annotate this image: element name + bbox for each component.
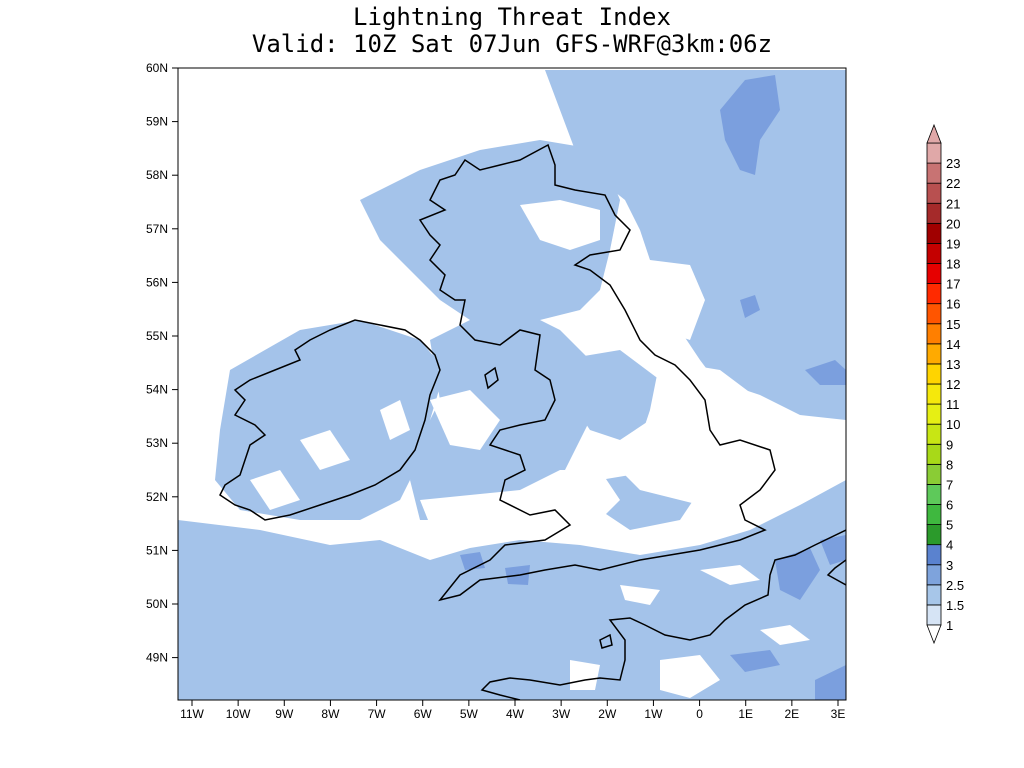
lat-label: 55N <box>146 329 168 343</box>
colorbar-label: 14 <box>946 337 960 352</box>
colorbar-segment <box>926 323 942 345</box>
threat-level-1-5-area <box>178 70 846 700</box>
colorbar-label: 21 <box>946 196 960 211</box>
colorbar-label: 13 <box>946 357 960 372</box>
lon-label: 10W <box>226 707 251 721</box>
colorbar-label: 18 <box>946 257 960 272</box>
no-threat-area <box>250 200 846 698</box>
colorbar-label: 6 <box>946 498 953 513</box>
colorbar-label: 16 <box>946 297 960 312</box>
lon-label: 0 <box>696 707 703 721</box>
colorbar-segment <box>926 544 942 566</box>
colorbar-label: 5 <box>946 518 953 533</box>
colorbar-segment <box>926 504 942 525</box>
colorbar-segment <box>926 202 942 224</box>
colorbar-segment <box>926 484 942 505</box>
colorbar-label: 1.5 <box>946 598 964 613</box>
colorbar-segment <box>926 263 942 284</box>
colorbar-label: 11 <box>946 397 960 412</box>
lat-label: 53N <box>146 436 168 450</box>
lon-label: 2E <box>785 707 800 721</box>
colorbar-label: 1 <box>946 618 953 633</box>
colorbar-label: 4 <box>946 538 953 553</box>
lon-label: 6W <box>414 707 433 721</box>
colorbar-label: 22 <box>946 176 960 191</box>
lon-label: 5W <box>460 707 479 721</box>
lat-label: 59N <box>146 115 168 129</box>
lon-label: 1E <box>738 707 753 721</box>
colorbar-segment <box>926 604 942 626</box>
colorbar-segment <box>926 423 942 445</box>
colorbar-label: 15 <box>946 317 960 332</box>
ireland-coast <box>219 319 441 521</box>
colorbar-segment <box>926 142 942 164</box>
lon-label: 1W <box>644 707 663 721</box>
threat-field <box>178 68 846 700</box>
colorbar-segment <box>926 243 942 264</box>
colorbar-segment <box>926 383 942 405</box>
colorbar-segment <box>926 463 942 485</box>
colorbar-label: 7 <box>946 477 953 492</box>
lon-label: 3E <box>831 707 846 721</box>
chart-title: Lightning Threat Index <box>353 3 671 31</box>
lat-label: 52N <box>146 490 168 504</box>
threat-level-2-5-area <box>460 75 846 700</box>
coastlines <box>219 143 846 700</box>
colorbar-segment <box>926 303 942 325</box>
map-frame <box>177 67 847 701</box>
colorbar-segment <box>926 584 942 606</box>
colorbar-segment <box>926 182 942 204</box>
colorbar-segment <box>926 403 942 425</box>
lon-label: 8W <box>321 707 340 721</box>
lat-label: 56N <box>146 275 168 289</box>
channel-islands <box>599 633 613 649</box>
colorbar-label: 9 <box>946 437 953 452</box>
colorbar-label: 17 <box>946 277 960 292</box>
latitude-axis: 60N 59N 58N 57N 56N 55N 54N 53N 52N 51N 50N 49N <box>146 61 178 665</box>
lon-label: 9W <box>275 707 294 721</box>
colorbar-segment <box>926 162 942 184</box>
colorbar-label: 20 <box>946 216 960 231</box>
low-countries-coast <box>826 559 846 586</box>
lat-label: 58N <box>146 168 168 182</box>
colorbar-segment <box>926 564 942 586</box>
colorbar-label: 23 <box>946 156 960 171</box>
isle-of-man <box>484 366 499 390</box>
colorbar-label: 12 <box>946 377 960 392</box>
great-britain-coast <box>418 143 776 602</box>
france-coast <box>480 529 846 700</box>
lat-label: 60N <box>146 61 168 75</box>
lat-label: 49N <box>146 651 168 665</box>
longitude-axis: 11W 10W 9W 8W 7W 6W 5W 4W 3W 2W 1W 0 1E 2E 3E <box>180 700 845 721</box>
colorbar-segment <box>926 363 942 385</box>
colorbar-label: 19 <box>946 236 960 251</box>
chart-subtitle: Valid: 10Z Sat 07Jun GFS-WRF@3km:06z <box>251 30 773 58</box>
lon-label: 11W <box>180 707 204 721</box>
colorbar-label: 2.5 <box>946 578 964 593</box>
lat-label: 50N <box>146 597 168 611</box>
lon-label: 4W <box>506 707 525 721</box>
colorbar-segment <box>926 443 942 465</box>
colorbar-min-arrow <box>926 624 942 645</box>
colorbar-segment <box>926 222 942 244</box>
colorbar-max-arrow <box>926 123 942 144</box>
colorbar-label: 8 <box>946 457 953 472</box>
colorbar-label: 10 <box>946 417 960 432</box>
lat-label: 57N <box>146 222 168 236</box>
lon-label: 3W <box>552 707 571 721</box>
lon-label: 7W <box>368 707 387 721</box>
colorbar-segment <box>926 343 942 365</box>
colorbar: 1 1.5 2.5 3 4 5 6 7 8 9 10 11 12 13 14 15 16 17 18 19 20 21 22… <box>926 123 964 645</box>
colorbar-label: 3 <box>946 558 953 573</box>
colorbar-segment <box>926 283 942 305</box>
lon-label: 2W <box>598 707 617 721</box>
colorbar-segment <box>926 524 942 546</box>
lat-label: 51N <box>146 543 168 557</box>
lat-label: 54N <box>146 383 168 397</box>
